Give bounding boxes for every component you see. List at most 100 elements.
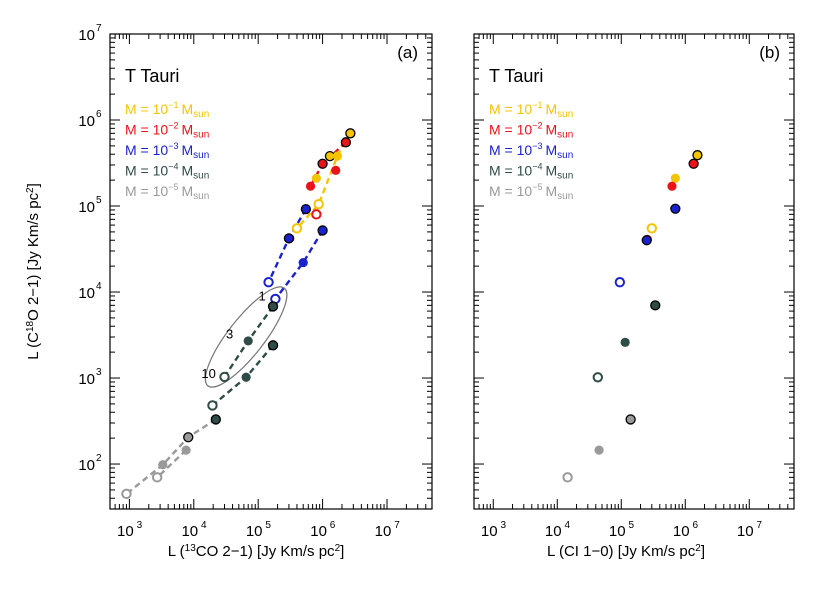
point-annotation: 3: [226, 326, 233, 341]
y-tick-label-exponent: 6: [96, 109, 102, 120]
data-point: [646, 223, 658, 234]
x-axis-label-superscript: 2: [335, 543, 341, 554]
legend-entry: M = 10−1 Msun: [125, 100, 209, 120]
data-point: [121, 488, 132, 500]
series-line: [156, 449, 187, 479]
y-axis-label: L (C18O 2−1) [Jy Km/s pc2]: [25, 183, 43, 360]
legend-exponent: −1: [168, 100, 178, 110]
series-line: [125, 418, 217, 495]
grouping-ellipse: [204, 286, 288, 388]
data-point: [650, 300, 661, 311]
data-point: [620, 337, 630, 347]
y-tick-label: 10: [78, 371, 95, 388]
legend-unit: M: [181, 122, 193, 138]
x-tick-label: 10: [310, 523, 327, 540]
legend-unit: M: [545, 101, 557, 117]
y-tick-label: 10: [78, 285, 95, 302]
data-point: [614, 277, 626, 288]
legend-unit-subscript: sun: [557, 171, 573, 182]
legend-entry: M = 10−1 Msun: [489, 100, 573, 120]
legend-unit-subscript: sun: [193, 130, 209, 141]
data-point: [562, 472, 573, 483]
data-point: [267, 301, 279, 312]
plot-frame: [473, 33, 795, 510]
x-tick-label-exponent: 3: [137, 520, 143, 531]
y-axis-label-superscript: 2: [25, 187, 36, 193]
y-tick-label: 10: [78, 199, 95, 216]
x-tick-label-exponent: 4: [201, 520, 207, 531]
legend-unit: M: [545, 122, 557, 138]
data-point: [305, 181, 316, 191]
legend-entry: M = 10−4 Msun: [489, 162, 573, 182]
legend-unit: M: [545, 142, 557, 158]
legend-exponent: −3: [168, 141, 178, 151]
data-point: [291, 223, 303, 234]
legend-exponent: −2: [168, 121, 178, 131]
legend-entry: M = 10−4 Msun: [125, 162, 209, 182]
x-tick-label: 10: [737, 523, 754, 540]
y-axis-label-text: O 2−1) [Jy Km/s pc: [25, 192, 42, 320]
legend-mass-label: M = 10: [489, 183, 532, 199]
legend-unit-subscript: sun: [193, 171, 209, 182]
data-point: [313, 198, 324, 210]
legend-mass-label: M = 10: [125, 142, 168, 158]
panel-a: 10 3 10 4 10 5 10 6 10 710 210 310 410 510 610 7L (13CO…: [25, 23, 433, 560]
legend-exponent: −5: [532, 182, 542, 192]
data-point: [317, 225, 328, 236]
plot-frame: [109, 33, 433, 510]
x-axis-label-text: L (CI 1−0) [Jy Km/s pc: [547, 543, 696, 560]
point-annotation: 1: [258, 288, 265, 303]
legend-mass-label: M = 10: [125, 122, 168, 138]
legend-exponent: −1: [532, 100, 542, 110]
data-point: [181, 445, 191, 455]
legend-entry: M = 10−3 Msun: [489, 141, 573, 161]
legend-mass-label: M = 10: [489, 163, 532, 179]
legend-unit-subscript: sun: [557, 150, 573, 161]
data-point: [345, 128, 356, 139]
data-point: [183, 432, 194, 443]
y-tick-label-exponent: 5: [96, 195, 102, 206]
legend-mass-label: M = 10: [125, 163, 168, 179]
legend-mass-label: M = 10: [489, 122, 532, 138]
legend-unit-subscript: sun: [193, 191, 209, 202]
legend-exponent: −3: [532, 141, 542, 151]
x-tick-label: 10: [181, 523, 198, 540]
data-point: [311, 209, 322, 220]
legend-exponent: −4: [532, 162, 542, 172]
panel-label: (a): [397, 43, 418, 62]
data-point: [594, 445, 604, 455]
data-point: [151, 472, 163, 483]
legend-entry: M = 10−3 Msun: [125, 141, 209, 161]
legend-unit: M: [545, 163, 557, 179]
y-tick-label: 10: [78, 113, 95, 130]
x-axis-label-text: ]: [340, 543, 344, 560]
data-point: [692, 150, 703, 161]
x-tick-label: 10: [375, 523, 392, 540]
data-point: [641, 235, 652, 246]
x-tick-label-exponent: 3: [500, 520, 506, 531]
legend-entry: M = 10−2 Msun: [125, 121, 209, 141]
x-axis-label-text: ]: [701, 543, 705, 560]
legend-unit-subscript: sun: [557, 109, 573, 120]
data-point: [241, 372, 251, 382]
x-axis-label-text: CO 2−1) [Jy Km/s pc: [196, 543, 335, 560]
data-point: [625, 414, 636, 425]
data-point: [207, 400, 218, 411]
legend-exponent: −5: [168, 182, 178, 192]
x-tick-label: 10: [673, 523, 690, 540]
x-tick-label: 10: [609, 523, 626, 540]
legend-entry: M = 10−5 Msun: [125, 182, 209, 202]
chart-title: T Tauri: [489, 66, 543, 86]
chart-title: T Tauri: [125, 66, 179, 86]
data-point: [332, 151, 343, 161]
legend-unit-subscript: sun: [193, 150, 209, 161]
data-point: [298, 257, 308, 268]
x-axis-label: L (CI 1−0) [Jy Km/s pc2]: [547, 543, 705, 561]
legend-unit: M: [181, 163, 193, 179]
data-point: [667, 181, 677, 191]
x-tick-label-exponent: 4: [564, 520, 570, 531]
x-axis-label-text: L (: [168, 543, 185, 560]
legend-mass-label: M = 10: [489, 142, 532, 158]
